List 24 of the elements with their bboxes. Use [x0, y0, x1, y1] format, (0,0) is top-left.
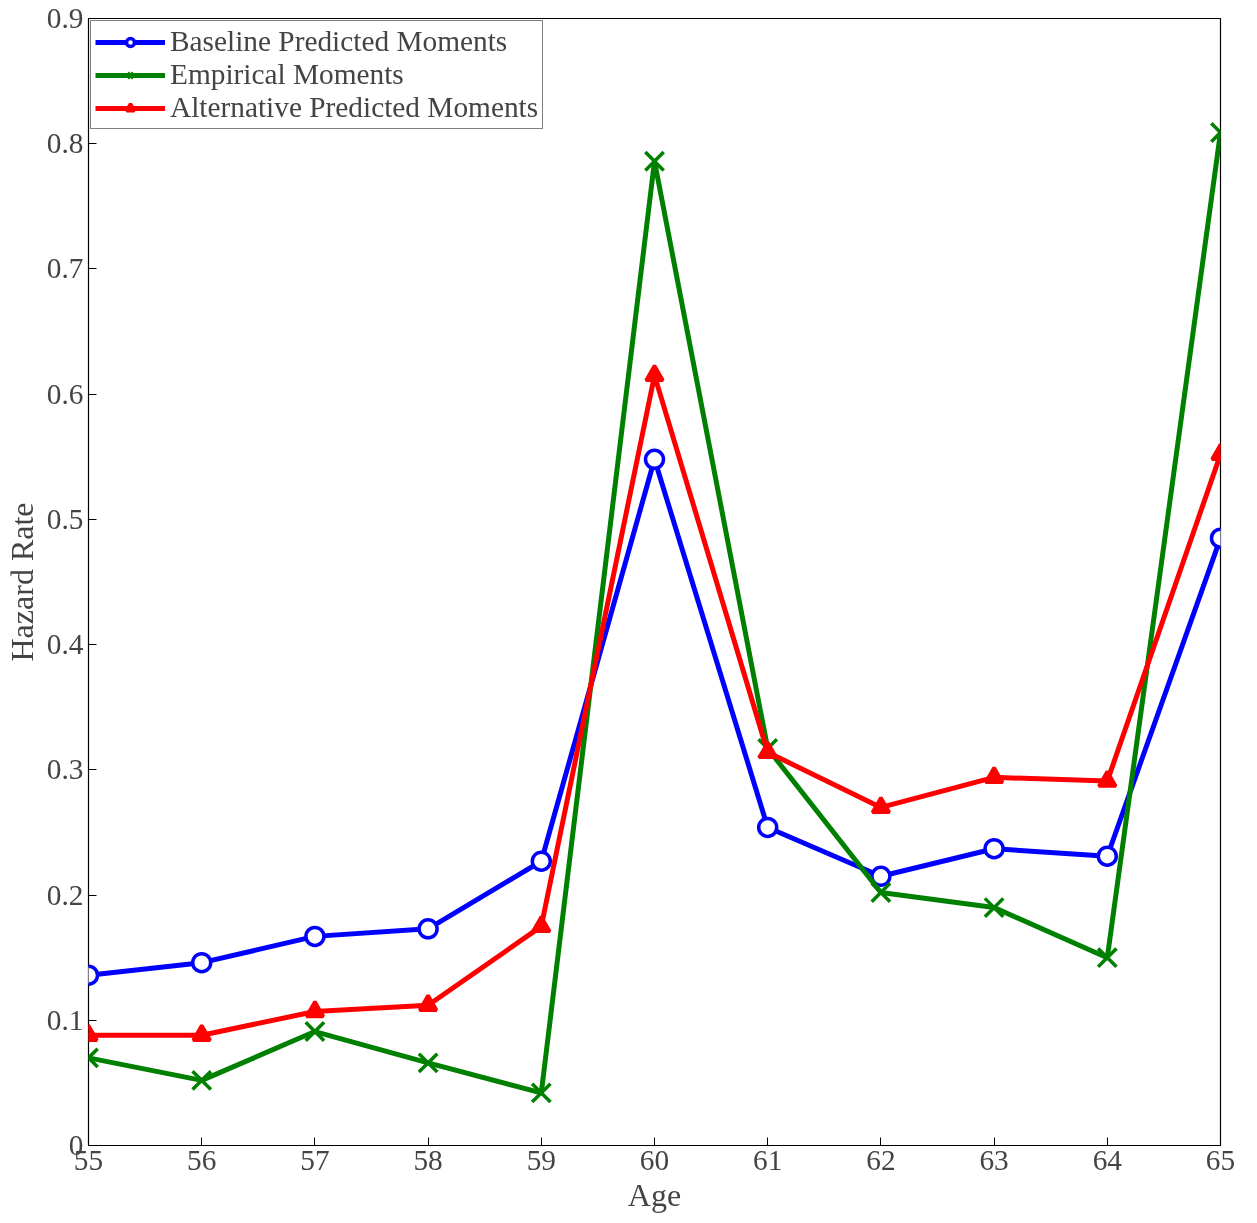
x-axis-title: Age — [627, 1176, 682, 1213]
y-tick-label: 0.7 — [46, 252, 84, 285]
y-tick-label: 0.5 — [46, 502, 84, 535]
y-tick-label: 0.4 — [46, 628, 84, 661]
x-tick-label: 60 — [639, 1143, 670, 1176]
y-tick-label: 0.6 — [46, 377, 84, 410]
y-tick-label: 0.8 — [46, 127, 84, 160]
y-tick-label: 0.1 — [46, 1003, 84, 1036]
y-tick-label: 0.3 — [46, 753, 84, 786]
x-tick-label: 65 — [1205, 1143, 1236, 1176]
x-tick-label: 62 — [866, 1143, 896, 1176]
y-tick-label: 0.9 — [46, 2, 84, 34]
x-tick-label: 57 — [300, 1143, 330, 1176]
y-axis-title: Hazard Rate — [3, 502, 40, 662]
x-tick-label: 56 — [187, 1143, 217, 1176]
x-tick-label: 59 — [526, 1143, 556, 1176]
legend-label: Empirical Moments — [170, 58, 404, 91]
y-tick-label: 0.2 — [46, 878, 84, 911]
legend-label: Baseline Predicted Moments — [170, 25, 508, 58]
x-tick-label: 63 — [979, 1143, 1009, 1176]
x-tick-label: 64 — [1092, 1143, 1123, 1176]
x-tick-label: 58 — [413, 1143, 443, 1176]
x-tick-label: 61 — [753, 1143, 783, 1176]
legend-label: Alternative Predicted Moments — [170, 91, 539, 124]
